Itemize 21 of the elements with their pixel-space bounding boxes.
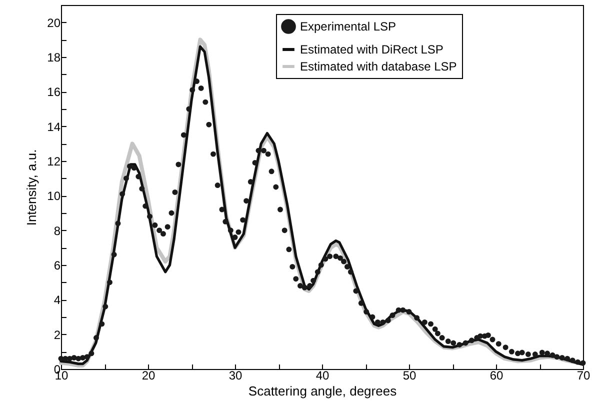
y-tick-label: 16 bbox=[47, 85, 61, 100]
y-tick-label: 4 bbox=[54, 293, 61, 308]
x-tick-label: 60 bbox=[490, 368, 504, 382]
y-tick-label: 10 bbox=[47, 189, 61, 204]
x-tick-label: 70 bbox=[576, 368, 590, 382]
y-tick-label: 6 bbox=[54, 258, 61, 272]
y-tick-label: 2 bbox=[54, 328, 61, 342]
y-tick-label: 14 bbox=[47, 120, 61, 134]
x-tick-label: 20 bbox=[142, 368, 156, 382]
y-tick-label: 8 bbox=[54, 224, 61, 238]
legend-label: Estimated with database LSP bbox=[300, 60, 457, 74]
x-axis-title: Scattering angle, degrees bbox=[248, 384, 398, 398]
y-tick-label: 20 bbox=[47, 16, 61, 30]
y-axis-title: Intensity, a.u. bbox=[24, 149, 40, 226]
y-tick-label: 12 bbox=[47, 154, 61, 168]
legend-label: Experimental LSP bbox=[300, 20, 396, 34]
y-tick-label: 18 bbox=[47, 50, 61, 64]
x-tick-label: 50 bbox=[402, 368, 416, 382]
legend-label: Estimated with DiRect LSP bbox=[300, 42, 444, 56]
x-tick-label: 40 bbox=[316, 368, 330, 382]
x-tick-label: 30 bbox=[228, 368, 242, 382]
